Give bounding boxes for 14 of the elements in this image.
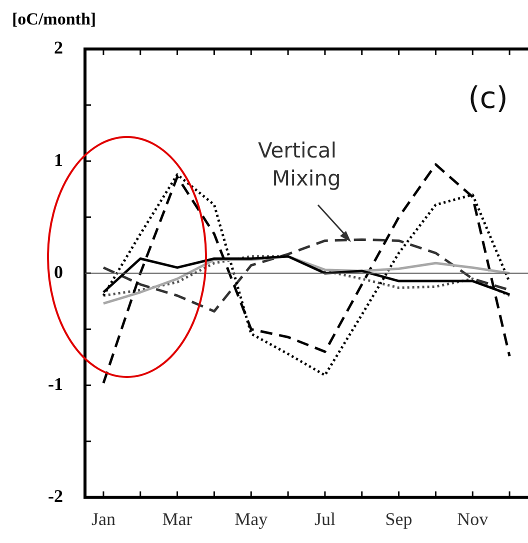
y-tick-label: -2	[48, 486, 63, 506]
annotation: Vertical Mixing	[258, 138, 341, 190]
y-tick-label: 1	[54, 150, 63, 170]
x-tick-label: May	[234, 508, 268, 529]
y-tick-label: -1	[48, 374, 63, 394]
x-tick-label: Jul	[314, 508, 336, 529]
x-tick-label: Mar	[162, 508, 192, 529]
x-tick-label: Jan	[91, 508, 116, 529]
x-tick-label: Sep	[385, 508, 412, 529]
annotation: (c)	[468, 80, 508, 116]
y-axis-title: [oC/month]	[12, 9, 96, 28]
y-tick-label: 0	[54, 262, 63, 282]
y-tick-label: 2	[54, 38, 63, 58]
x-tick-label: Nov	[457, 508, 488, 529]
